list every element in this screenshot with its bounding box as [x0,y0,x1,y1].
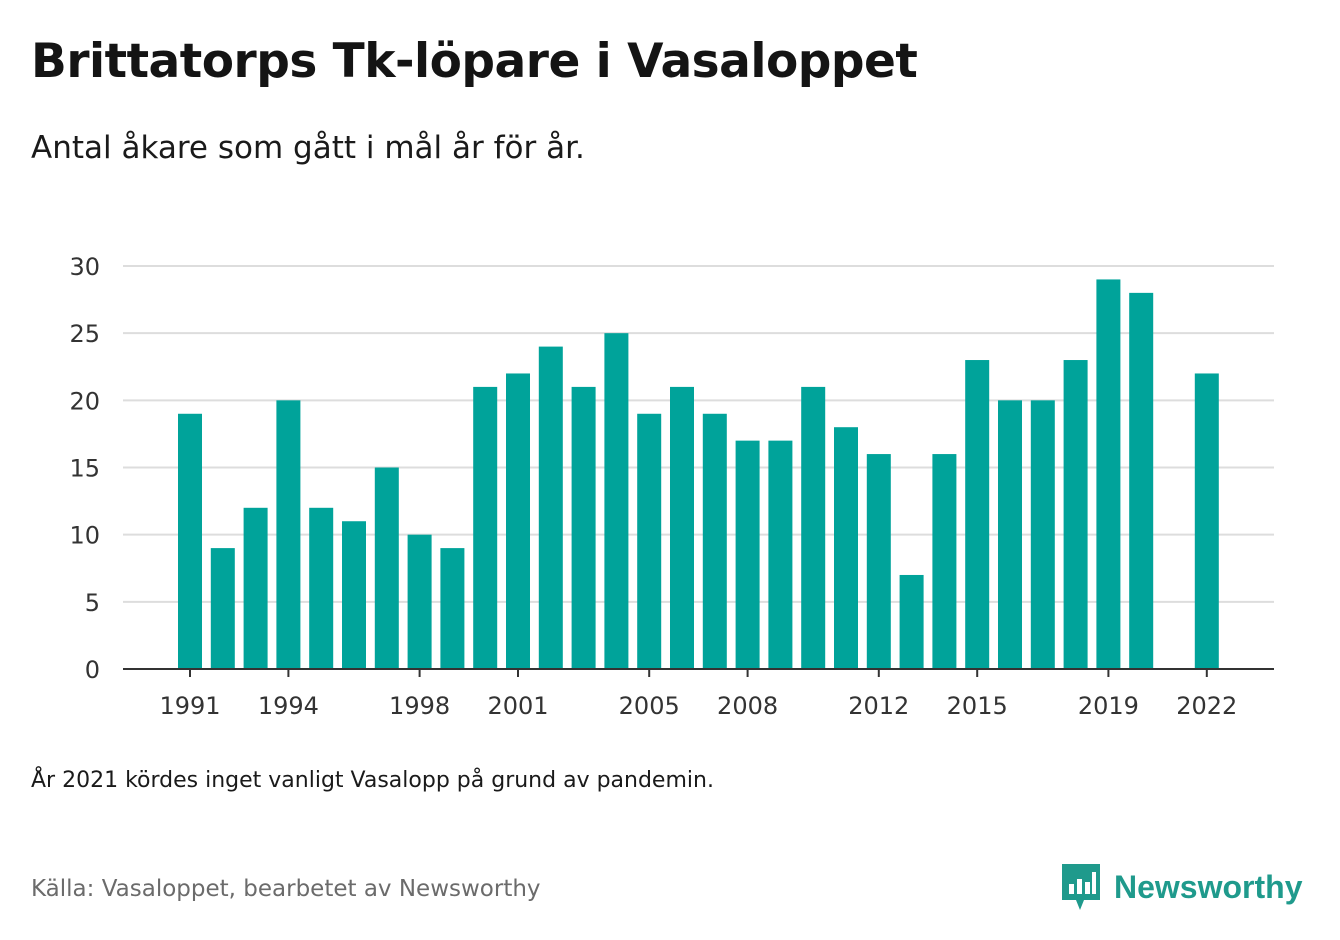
y-tick-label: 10 [69,522,100,550]
bar-2020 [1129,292,1154,669]
bar-2005 [637,413,662,669]
x-tick-label: 1991 [159,692,220,720]
chart-note: År 2021 kördes inget vanligt Vasalopp på… [31,768,714,793]
x-tick-label: 2008 [717,692,778,720]
chart-title: Brittatorps Tk-löpare i Vasaloppet [31,34,918,89]
bar-2004 [604,333,629,669]
y-tick-label: 5 [85,589,100,617]
x-tick-label: 2001 [487,692,548,720]
x-tick-label: 2015 [947,692,1008,720]
bar-2015 [965,360,990,669]
bar-2019 [1096,279,1121,669]
bar-1998 [407,534,432,669]
bar-1999 [440,548,465,669]
x-axis-ticks: 1991 1994 1998 2001 2005 2008 2012 2015 2019 2022 [159,669,1237,720]
bar-2002 [538,346,563,669]
x-tick-label: 2019 [1078,692,1139,720]
bar-2010 [801,386,826,669]
y-tick-label: 25 [69,320,100,348]
bar-2022 [1194,373,1219,669]
bar-1992 [210,548,235,669]
bar-2007 [702,413,727,669]
bars [178,279,1219,669]
bar-1994 [276,400,301,669]
bar-2001 [506,373,530,669]
bar-2008 [735,440,760,669]
bar-2017 [1030,400,1055,669]
newsworthy-logo-text: Newsworthy [1114,868,1303,905]
bar-2018 [1063,360,1088,669]
y-tick-label: 30 [69,253,100,281]
bar-1995 [309,507,334,669]
y-axis-ticks: 0 5 10 15 20 25 30 [69,253,100,684]
bar-chart: 0 5 10 15 20 25 30 1991 1994 1998 2001 2005 2008 201… [69,253,1274,720]
y-tick-label: 15 [69,455,100,483]
bar-1996 [342,521,366,669]
bar-2013 [899,574,924,669]
x-tick-label: 2005 [619,692,680,720]
x-tick-label: 2022 [1176,692,1237,720]
bar-2011 [834,427,858,669]
bar-1991 [178,413,202,669]
bar-2012 [866,454,891,669]
bar-2000 [473,386,498,669]
bar-2006 [670,386,694,669]
x-tick-label: 1998 [389,692,450,720]
newsworthy-logo: Newsworthy [1060,862,1302,912]
y-tick-label: 20 [69,387,100,415]
newsworthy-logo-icon [1062,864,1100,910]
chart-subtitle: Antal åkare som gått i mål år för år. [31,130,585,166]
bar-2014 [932,454,957,669]
x-tick-label: 1994 [258,692,319,720]
x-tick-label: 2012 [848,692,909,720]
bar-2009 [768,440,793,669]
bar-2003 [571,386,596,669]
bar-1993 [243,507,268,669]
source-text: Källa: Vasaloppet, bearbetet av Newswort… [31,876,541,902]
y-tick-label: 0 [85,656,100,684]
bar-1997 [374,467,399,669]
bar-2016 [998,400,1022,669]
